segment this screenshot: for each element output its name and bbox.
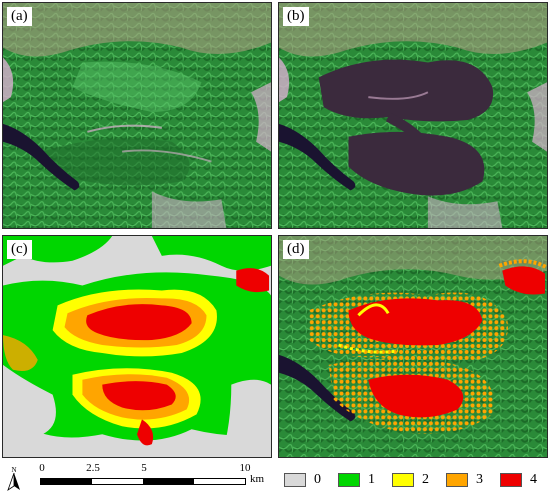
severity-legend: 0 1 2 3 4 [284, 470, 548, 490]
severity-classification-map [3, 236, 271, 457]
legend-swatch-1 [338, 473, 360, 487]
severity-overlay-map [279, 236, 547, 457]
legend-swatch-3 [446, 473, 468, 487]
north-arrow: N [6, 465, 22, 491]
legend-label-1: 1 [368, 472, 375, 487]
legend-swatch-0 [284, 473, 306, 487]
panel-b-label: (b) [283, 7, 309, 26]
legend-swatch-4 [500, 473, 522, 487]
panel-c-label: (c) [7, 240, 32, 259]
postfire-satellite-image [279, 3, 547, 228]
scale-tick-0: 0 [39, 462, 45, 474]
legend-label-0: 0 [314, 472, 321, 487]
scale-tick-2-5: 2.5 [86, 462, 100, 474]
scale-tick-10: 10 [239, 462, 251, 474]
legend-label-2: 2 [422, 472, 429, 487]
panel-a-label: (a) [7, 7, 32, 26]
legend-swatch-2 [392, 473, 414, 487]
prefire-satellite-image [3, 3, 271, 228]
legend-label-4: 4 [530, 472, 537, 487]
panel-d-label: (d) [283, 240, 309, 259]
scale-bar-graphic [40, 478, 246, 485]
panel-c-severity-map: (c) [2, 235, 272, 458]
svg-text:N: N [11, 466, 16, 474]
legend-label-3: 3 [476, 472, 483, 487]
north-arrow-icon: N [7, 466, 20, 491]
scale-unit: km [250, 473, 265, 485]
panel-b-postfire-image: (b) [278, 2, 548, 229]
panel-a-prefire-image: (a) [2, 2, 272, 229]
panel-d-severity-overlay: (d) [278, 235, 548, 458]
scale-tick-5: 5 [141, 462, 147, 474]
scale-bar: 0 2.5 5 10 km [39, 462, 276, 492]
